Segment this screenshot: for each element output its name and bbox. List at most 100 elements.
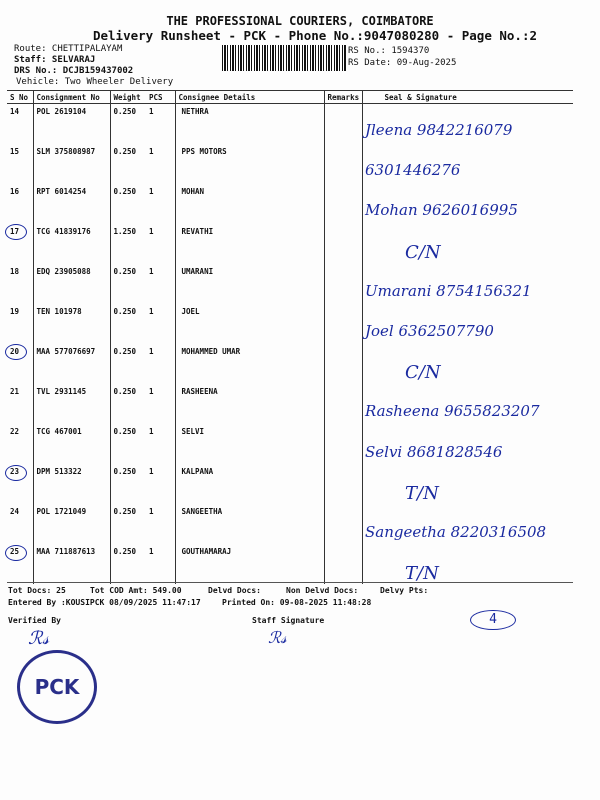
handwritten-note: 6301446276 — [365, 161, 461, 180]
weight: 0.250 — [109, 264, 146, 304]
consignee: SELVI — [174, 424, 324, 464]
consignee: JOEL — [174, 304, 324, 344]
pcs: 1 — [149, 187, 154, 196]
table-row: 17 TCG 41839176 1.250 1 REVATHI — [7, 224, 573, 264]
table-row: 24 POL 1721049 0.250 1 SANGEETHA — [7, 504, 573, 544]
pcs: 1 — [149, 387, 154, 396]
pcs: 1 — [149, 547, 154, 556]
remarks — [323, 384, 362, 424]
staff-signature: Staff Signature — [252, 616, 325, 625]
weight: 0.250 — [109, 544, 146, 584]
tot-docs: Tot Docs: 25 — [8, 586, 66, 595]
weight: 0.250 — [109, 184, 146, 224]
handwritten-note: Sangeetha 8220316508 — [365, 523, 547, 541]
consignment-no: RPT 6014254 — [32, 184, 110, 224]
handwritten-note: T/N — [405, 482, 439, 504]
rs-date: RS Date: 09-Aug-2025 — [348, 58, 457, 68]
weight: 0.250 — [109, 464, 146, 504]
consignment-no: EDQ 23905088 — [32, 264, 110, 304]
handwritten-note: Umarani 8754156321 — [365, 281, 532, 300]
consignee: UMARANI — [174, 264, 324, 304]
table-row: 21 TVL 2931145 0.250 1 RASHEENA — [7, 384, 573, 424]
delvy-pts: Delvy Pts: — [380, 586, 429, 595]
runsheet-title: Delivery Runsheet - PCK - Phone No.:9047… — [92, 28, 537, 43]
consignment-no: TVL 2931145 — [32, 384, 110, 424]
seal-signature — [361, 384, 573, 424]
consignment-no: SLM 375808987 — [32, 144, 110, 184]
s-no: 24 — [10, 507, 20, 516]
s-no: 22 — [10, 427, 20, 436]
remarks — [323, 304, 362, 344]
table-row: 16 RPT 6014254 0.250 1 MOHAN — [7, 184, 573, 224]
circle-mark — [5, 464, 27, 481]
remarks — [323, 344, 362, 384]
handwritten-note: Selvi 8681828546 — [365, 442, 503, 461]
tot-cod: Tot COD Amt: 549.00 — [90, 586, 182, 595]
entered-by: Entered By :KOUSIPCK 08/09/2025 11:47:17 — [8, 598, 201, 607]
consignee: KALPANA — [174, 464, 324, 504]
consignment-no: TCG 467001 — [32, 424, 110, 464]
seal-signature — [361, 464, 573, 504]
remarks — [323, 144, 362, 184]
remarks — [323, 264, 362, 304]
table-row: 19 TEN 101978 0.250 1 JOEL — [7, 304, 573, 344]
delvd-docs: Delvd Docs: — [208, 586, 261, 595]
s-no: 16 — [10, 187, 20, 196]
company-name: THE PROFESSIONAL COURIERS, COIMBATORE — [166, 14, 434, 28]
consignee: NETHRA — [174, 103, 324, 144]
col-pcs: PCS — [146, 90, 175, 104]
consignment-no: POL 2619104 — [32, 103, 110, 144]
consignee: GOUTHAMARAJ — [174, 544, 324, 584]
handwritten-note: C/N — [405, 362, 441, 384]
barcode — [222, 45, 346, 71]
vehicle: Vehicle: Two Wheeler Delivery — [16, 77, 174, 87]
seal-signature — [361, 184, 573, 224]
page-mark-circle: 4 — [470, 610, 516, 630]
remarks — [323, 424, 362, 464]
remarks — [323, 504, 362, 544]
verified-by: Verified By — [8, 616, 61, 625]
weight: 0.250 — [109, 504, 146, 544]
handwritten-note: Rasheena 9655823207 — [365, 402, 540, 421]
weight: 0.250 — [109, 384, 146, 424]
pcs: 1 — [149, 507, 154, 516]
weight: 0.250 — [109, 103, 146, 144]
circle-mark — [5, 223, 27, 240]
seal-signature — [361, 144, 573, 184]
handwritten-note: Joel 6362507790 — [365, 322, 494, 340]
consignment-no: TEN 101978 — [32, 304, 110, 344]
pcs: 1 — [149, 427, 154, 436]
consignee: MOHAN — [174, 184, 324, 224]
consignee: REVATHI — [174, 224, 324, 264]
table-row: 20 MAA 577076697 0.250 1 MOHAMMED UMAR — [7, 344, 573, 384]
drs-number: DRS No.: DCJB159437002 — [14, 66, 134, 76]
table-row: 15 SLM 375808987 0.250 1 PPS MOTORS — [7, 144, 573, 184]
table-row: 14 POL 2619104 0.250 1 NETHRA — [7, 103, 573, 144]
seal-signature — [361, 264, 573, 304]
weight: 1.250 — [109, 224, 146, 264]
pcs: 1 — [149, 347, 154, 356]
consignment-no: POL 1721049 — [32, 504, 110, 544]
non-delvd-docs: Non Delvd Docs: — [286, 586, 359, 595]
handwritten-note: T/N — [405, 563, 439, 585]
remarks — [323, 103, 362, 144]
verifier-signature: ℛ𝓈 — [28, 628, 49, 649]
weight: 0.250 — [109, 144, 146, 184]
runsheet-table: S No Consignment No Weight PCS Consignee… — [7, 90, 573, 584]
seal-signature — [361, 344, 573, 384]
weight: 0.250 — [109, 344, 146, 384]
col-weight: Weight — [109, 90, 146, 104]
col-remarks: Remarks — [323, 90, 362, 104]
printed-on: Printed On: 09-08-2025 11:48:28 — [222, 598, 372, 607]
consignment-no: DPM 513322 — [32, 464, 110, 504]
remarks — [323, 464, 362, 504]
consignment-no: MAA 577076697 — [32, 344, 110, 384]
table-row: 22 TCG 467001 0.250 1 SELVI — [7, 424, 573, 464]
consignee: SANGEETHA — [174, 504, 324, 544]
weight: 0.250 — [109, 424, 146, 464]
staff: Staff: SELVARAJ — [14, 55, 96, 65]
remarks — [323, 224, 362, 264]
s-no: 18 — [10, 267, 20, 276]
seal-signature — [361, 224, 573, 264]
